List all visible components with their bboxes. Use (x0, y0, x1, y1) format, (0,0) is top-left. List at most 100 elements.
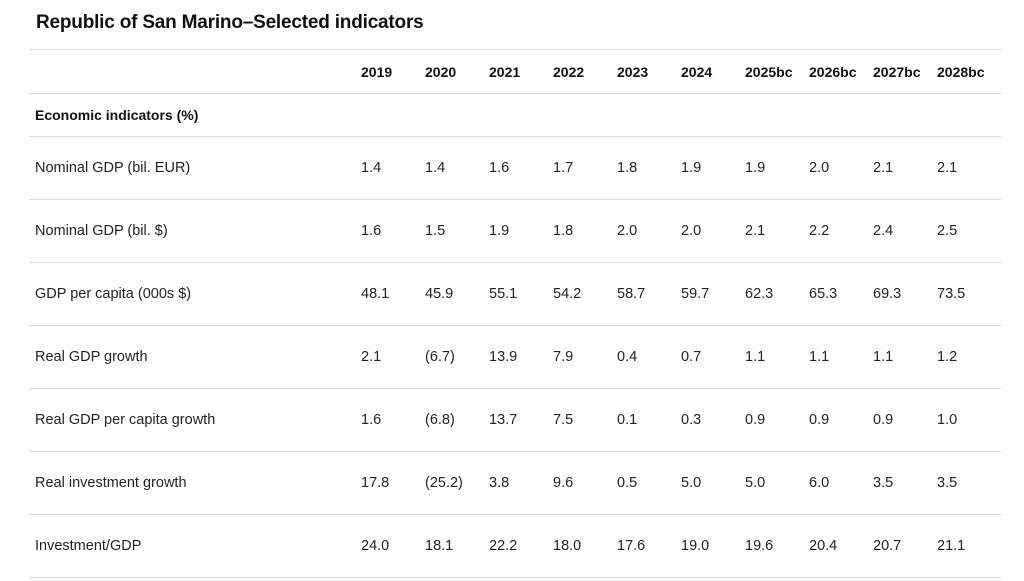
row-value: 1.6 (489, 160, 510, 176)
row-value: 54.2 (553, 286, 582, 302)
row-value: 6.0 (809, 475, 830, 491)
row-value: 58.7 (617, 286, 646, 302)
row-value: 20.4 (809, 538, 838, 554)
row-value: 1.4 (425, 160, 446, 176)
row-value: 0.9 (745, 412, 766, 428)
header-year: 2023 (617, 63, 649, 80)
row-value: 1.8 (553, 223, 574, 239)
row-value: 2.4 (873, 223, 894, 239)
row-value: 1.8 (617, 160, 638, 176)
row-value: 1.6 (361, 412, 382, 428)
table-title: Republic of San Marino–Selected indicato… (36, 12, 424, 33)
table-row: Real GDP per capita growth 1.6 (6.8) 13.7 7.… (29, 389, 1001, 452)
row-value: 24.0 (361, 538, 390, 554)
row-value: 2.2 (809, 223, 830, 239)
row-value: 2.0 (809, 160, 830, 176)
row-value: 2.5 (937, 223, 958, 239)
row-value: 45.9 (425, 286, 454, 302)
row-label: Nominal GDP (bil. EUR) (35, 160, 191, 176)
header-year: 2019 (361, 63, 393, 80)
header-year: 2025bc (745, 63, 793, 80)
header-year: 2021 (489, 63, 521, 80)
row-value: 19.6 (745, 538, 774, 554)
header-label-cell (29, 50, 361, 94)
row-label: Real GDP growth (35, 349, 148, 365)
row-label: Real GDP per capita growth (35, 412, 216, 428)
row-value: 65.3 (809, 286, 838, 302)
row-value: 1.2 (937, 349, 958, 365)
row-value: 17.8 (361, 475, 390, 491)
row-value: 69.3 (873, 286, 902, 302)
row-value: 2.0 (681, 223, 702, 239)
row-value: 59.7 (681, 286, 710, 302)
row-value: 1.9 (745, 160, 766, 176)
row-value: 5.0 (745, 475, 766, 491)
header-year: 2020 (425, 63, 457, 80)
row-value: 1.9 (489, 223, 510, 239)
section-row: Economic indicators (%) (29, 94, 1001, 137)
table-row: Investment/GDP 24.0 18.1 22.2 18.0 17.6 19.0 19… (29, 515, 1001, 578)
header-year: 2022 (553, 63, 585, 80)
row-value: 1.7 (553, 160, 574, 176)
row-value: 1.5 (425, 223, 446, 239)
row-value: (6.8) (425, 412, 455, 428)
row-value: 18.0 (553, 538, 582, 554)
row-value: 3.5 (873, 475, 894, 491)
row-value: 2.1 (873, 160, 894, 176)
row-value: 2.1 (361, 349, 382, 365)
row-value: 73.5 (937, 286, 966, 302)
header-year: 2027bc (873, 63, 921, 80)
header-year: 2026bc (809, 63, 857, 80)
row-value: 2.1 (745, 223, 766, 239)
row-value: 0.5 (617, 475, 638, 491)
row-value: 1.1 (809, 349, 830, 365)
row-value: 13.9 (489, 349, 518, 365)
row-label: Nominal GDP (bil. $) (35, 223, 168, 239)
table-row: Nominal GDP (bil. $) 1.6 1.5 1.9 1.8 2.0 2.0 2.… (29, 200, 1001, 263)
row-value: 3.5 (937, 475, 958, 491)
row-value: 22.2 (489, 538, 518, 554)
row-value: 62.3 (745, 286, 774, 302)
table-row: Nominal GDP (bil. EUR) 1.4 1.4 1.6 1.7 1.8 1.9… (29, 137, 1001, 200)
row-value: 2.1 (937, 160, 958, 176)
row-value: 1.4 (361, 160, 382, 176)
row-value: 1.1 (873, 349, 894, 365)
row-value: 18.1 (425, 538, 454, 554)
row-value: 20.7 (873, 538, 902, 554)
row-value: 13.7 (489, 412, 518, 428)
row-value: 7.5 (553, 412, 574, 428)
row-value: 1.6 (361, 223, 382, 239)
row-value: 0.1 (617, 412, 638, 428)
indicators-table: 2019 2020 2021 2022 2023 2024 2025bc 202… (29, 49, 1001, 578)
row-value: 0.9 (873, 412, 894, 428)
row-value: (6.7) (425, 349, 455, 365)
row-value: 1.1 (745, 349, 766, 365)
row-value: 2.0 (617, 223, 638, 239)
row-value: 48.1 (361, 286, 390, 302)
row-value: 5.0 (681, 475, 702, 491)
header-row: 2019 2020 2021 2022 2023 2024 2025bc 202… (29, 49, 1001, 94)
table-row: GDP per capita (000s $) 48.1 45.9 55.1 54.2 5… (29, 263, 1001, 326)
row-value: 3.8 (489, 475, 510, 491)
row-value: 55.1 (489, 286, 518, 302)
row-value: 0.9 (809, 412, 830, 428)
row-label: Investment/GDP (35, 538, 142, 554)
row-label: GDP per capita (000s $) (35, 286, 192, 302)
row-value: 7.9 (553, 349, 574, 365)
row-value: 1.0 (937, 412, 958, 428)
header-year: 2024 (681, 63, 713, 80)
section-heading: Economic indicators (%) (35, 107, 199, 123)
row-label: Real investment growth (35, 475, 187, 491)
row-value: 1.9 (681, 160, 702, 176)
header-year: 2028bc (937, 63, 985, 80)
row-value: 17.6 (617, 538, 646, 554)
row-value: 21.1 (937, 538, 966, 554)
row-value: 0.3 (681, 412, 702, 428)
row-value: 9.6 (553, 475, 574, 491)
row-value: 19.0 (681, 538, 710, 554)
table-row: Real investment growth 17.8 (25.2) 3.8 9.6 0.… (29, 452, 1001, 515)
table-row: Real GDP growth 2.1 (6.7) 13.9 7.9 0.4 0.7 1.1 1… (29, 326, 1001, 389)
row-value: 0.7 (681, 349, 702, 365)
row-value: (25.2) (425, 475, 463, 491)
row-value: 0.4 (617, 349, 638, 365)
